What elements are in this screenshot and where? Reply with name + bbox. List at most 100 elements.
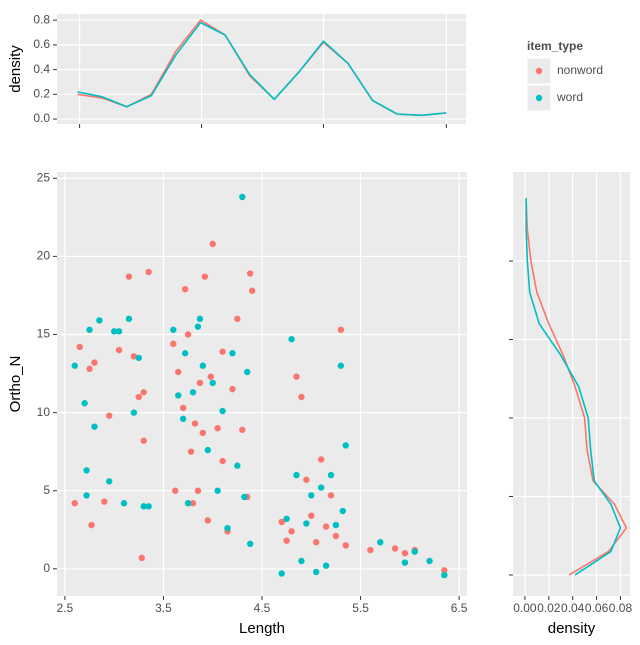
point [246, 540, 254, 548]
point [229, 385, 236, 393]
point [337, 326, 345, 333]
point [342, 442, 349, 449]
point [327, 471, 335, 479]
point [181, 350, 189, 357]
point [219, 407, 226, 415]
point [293, 373, 300, 380]
point [135, 393, 143, 401]
point [303, 476, 310, 483]
panel-background [513, 172, 630, 596]
point [214, 487, 221, 494]
point [130, 409, 138, 416]
point [96, 317, 103, 324]
point [209, 240, 216, 248]
density-line [525, 198, 628, 576]
point [199, 429, 207, 437]
point [308, 492, 315, 499]
point [125, 315, 133, 323]
point [322, 562, 330, 569]
point [140, 389, 147, 396]
x-axis-title: Length [239, 620, 285, 637]
point [278, 518, 285, 526]
point [115, 328, 123, 335]
point [204, 446, 211, 454]
point [88, 521, 95, 529]
point [283, 515, 290, 523]
point [196, 315, 204, 323]
point [234, 462, 241, 469]
point [184, 331, 192, 338]
point [214, 425, 221, 432]
y-tick-label: 0.6 [33, 37, 50, 51]
x-tick-label: 4.5 [254, 601, 271, 615]
point [288, 528, 295, 535]
point [194, 487, 202, 494]
y-tick-label: 10 [37, 405, 51, 419]
point [199, 362, 207, 369]
y-tick-label: 20 [37, 249, 51, 263]
point [244, 368, 251, 376]
point [209, 379, 216, 387]
point [401, 549, 409, 557]
legend-title: item_type [527, 39, 583, 53]
point [86, 326, 93, 333]
point [196, 379, 204, 387]
point [140, 503, 147, 510]
point [298, 393, 305, 401]
point [332, 521, 340, 529]
point [83, 467, 90, 474]
point [246, 270, 254, 277]
point [283, 537, 290, 544]
x-tick-label: 6.5 [451, 601, 468, 615]
point [101, 498, 108, 505]
point [248, 287, 256, 294]
point [191, 420, 199, 427]
point [327, 492, 335, 499]
point [138, 554, 145, 562]
point [189, 389, 197, 396]
point [367, 546, 374, 554]
point [145, 268, 152, 276]
point [239, 426, 246, 433]
point [317, 484, 325, 491]
point [175, 368, 182, 376]
point [342, 542, 349, 549]
point [201, 273, 209, 280]
point [391, 545, 399, 552]
point [81, 400, 88, 407]
point [377, 539, 384, 546]
legend-key [526, 84, 552, 112]
point [219, 457, 226, 465]
point [181, 285, 189, 293]
point [83, 492, 90, 499]
point [313, 539, 320, 546]
point [411, 548, 418, 555]
point [172, 487, 179, 494]
point [184, 500, 192, 507]
point [332, 532, 340, 540]
point [86, 365, 93, 373]
point [145, 503, 152, 510]
point [234, 315, 241, 323]
point [317, 456, 325, 463]
point [313, 568, 320, 576]
point [441, 567, 448, 574]
y-tick-label: 0.8 [33, 12, 50, 26]
point [189, 500, 197, 507]
point [441, 571, 448, 579]
point [106, 412, 113, 419]
point [91, 423, 98, 430]
legend-key [526, 57, 552, 85]
point [204, 517, 211, 524]
point [293, 471, 300, 479]
point [187, 448, 195, 455]
point [115, 346, 123, 354]
point [125, 273, 133, 280]
point [298, 557, 305, 565]
y-tick-label: 0.4 [33, 62, 50, 76]
point [194, 323, 202, 330]
point [278, 570, 285, 577]
point [175, 392, 182, 399]
point [426, 557, 433, 565]
